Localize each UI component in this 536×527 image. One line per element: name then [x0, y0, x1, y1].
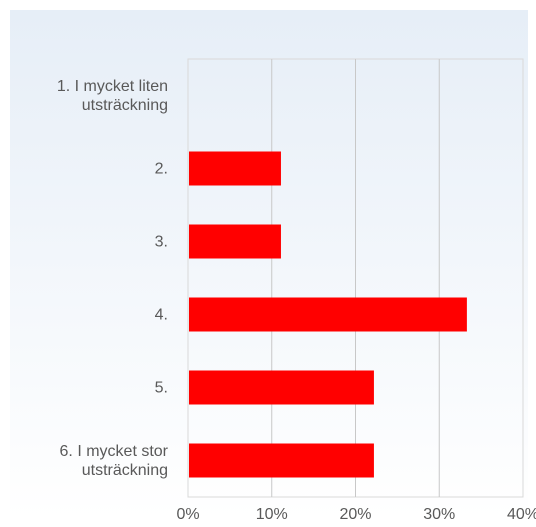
x-tick-label: 10%: [255, 506, 288, 523]
gridlines: [187, 58, 524, 498]
bar: [189, 224, 281, 259]
category-label: 1. I mycket liten utsträckning: [56, 77, 168, 114]
category-label: 5.: [154, 379, 168, 396]
bar: [189, 151, 281, 186]
x-tick-label: 30%: [423, 506, 456, 523]
category-label: 2.: [154, 160, 168, 177]
category-label: 6. I mycket stor utsträckning: [59, 442, 168, 479]
bar: [189, 370, 374, 405]
category-label: 3.: [154, 233, 168, 250]
category-label: 4.: [154, 306, 168, 323]
x-tick-label: 0%: [176, 506, 200, 523]
x-tick-label: 20%: [339, 506, 372, 523]
x-tick-label: 40%: [506, 506, 536, 523]
chart-area-background: [10, 10, 528, 518]
bars: [189, 151, 467, 478]
bar: [189, 297, 467, 332]
bar: [189, 443, 374, 478]
